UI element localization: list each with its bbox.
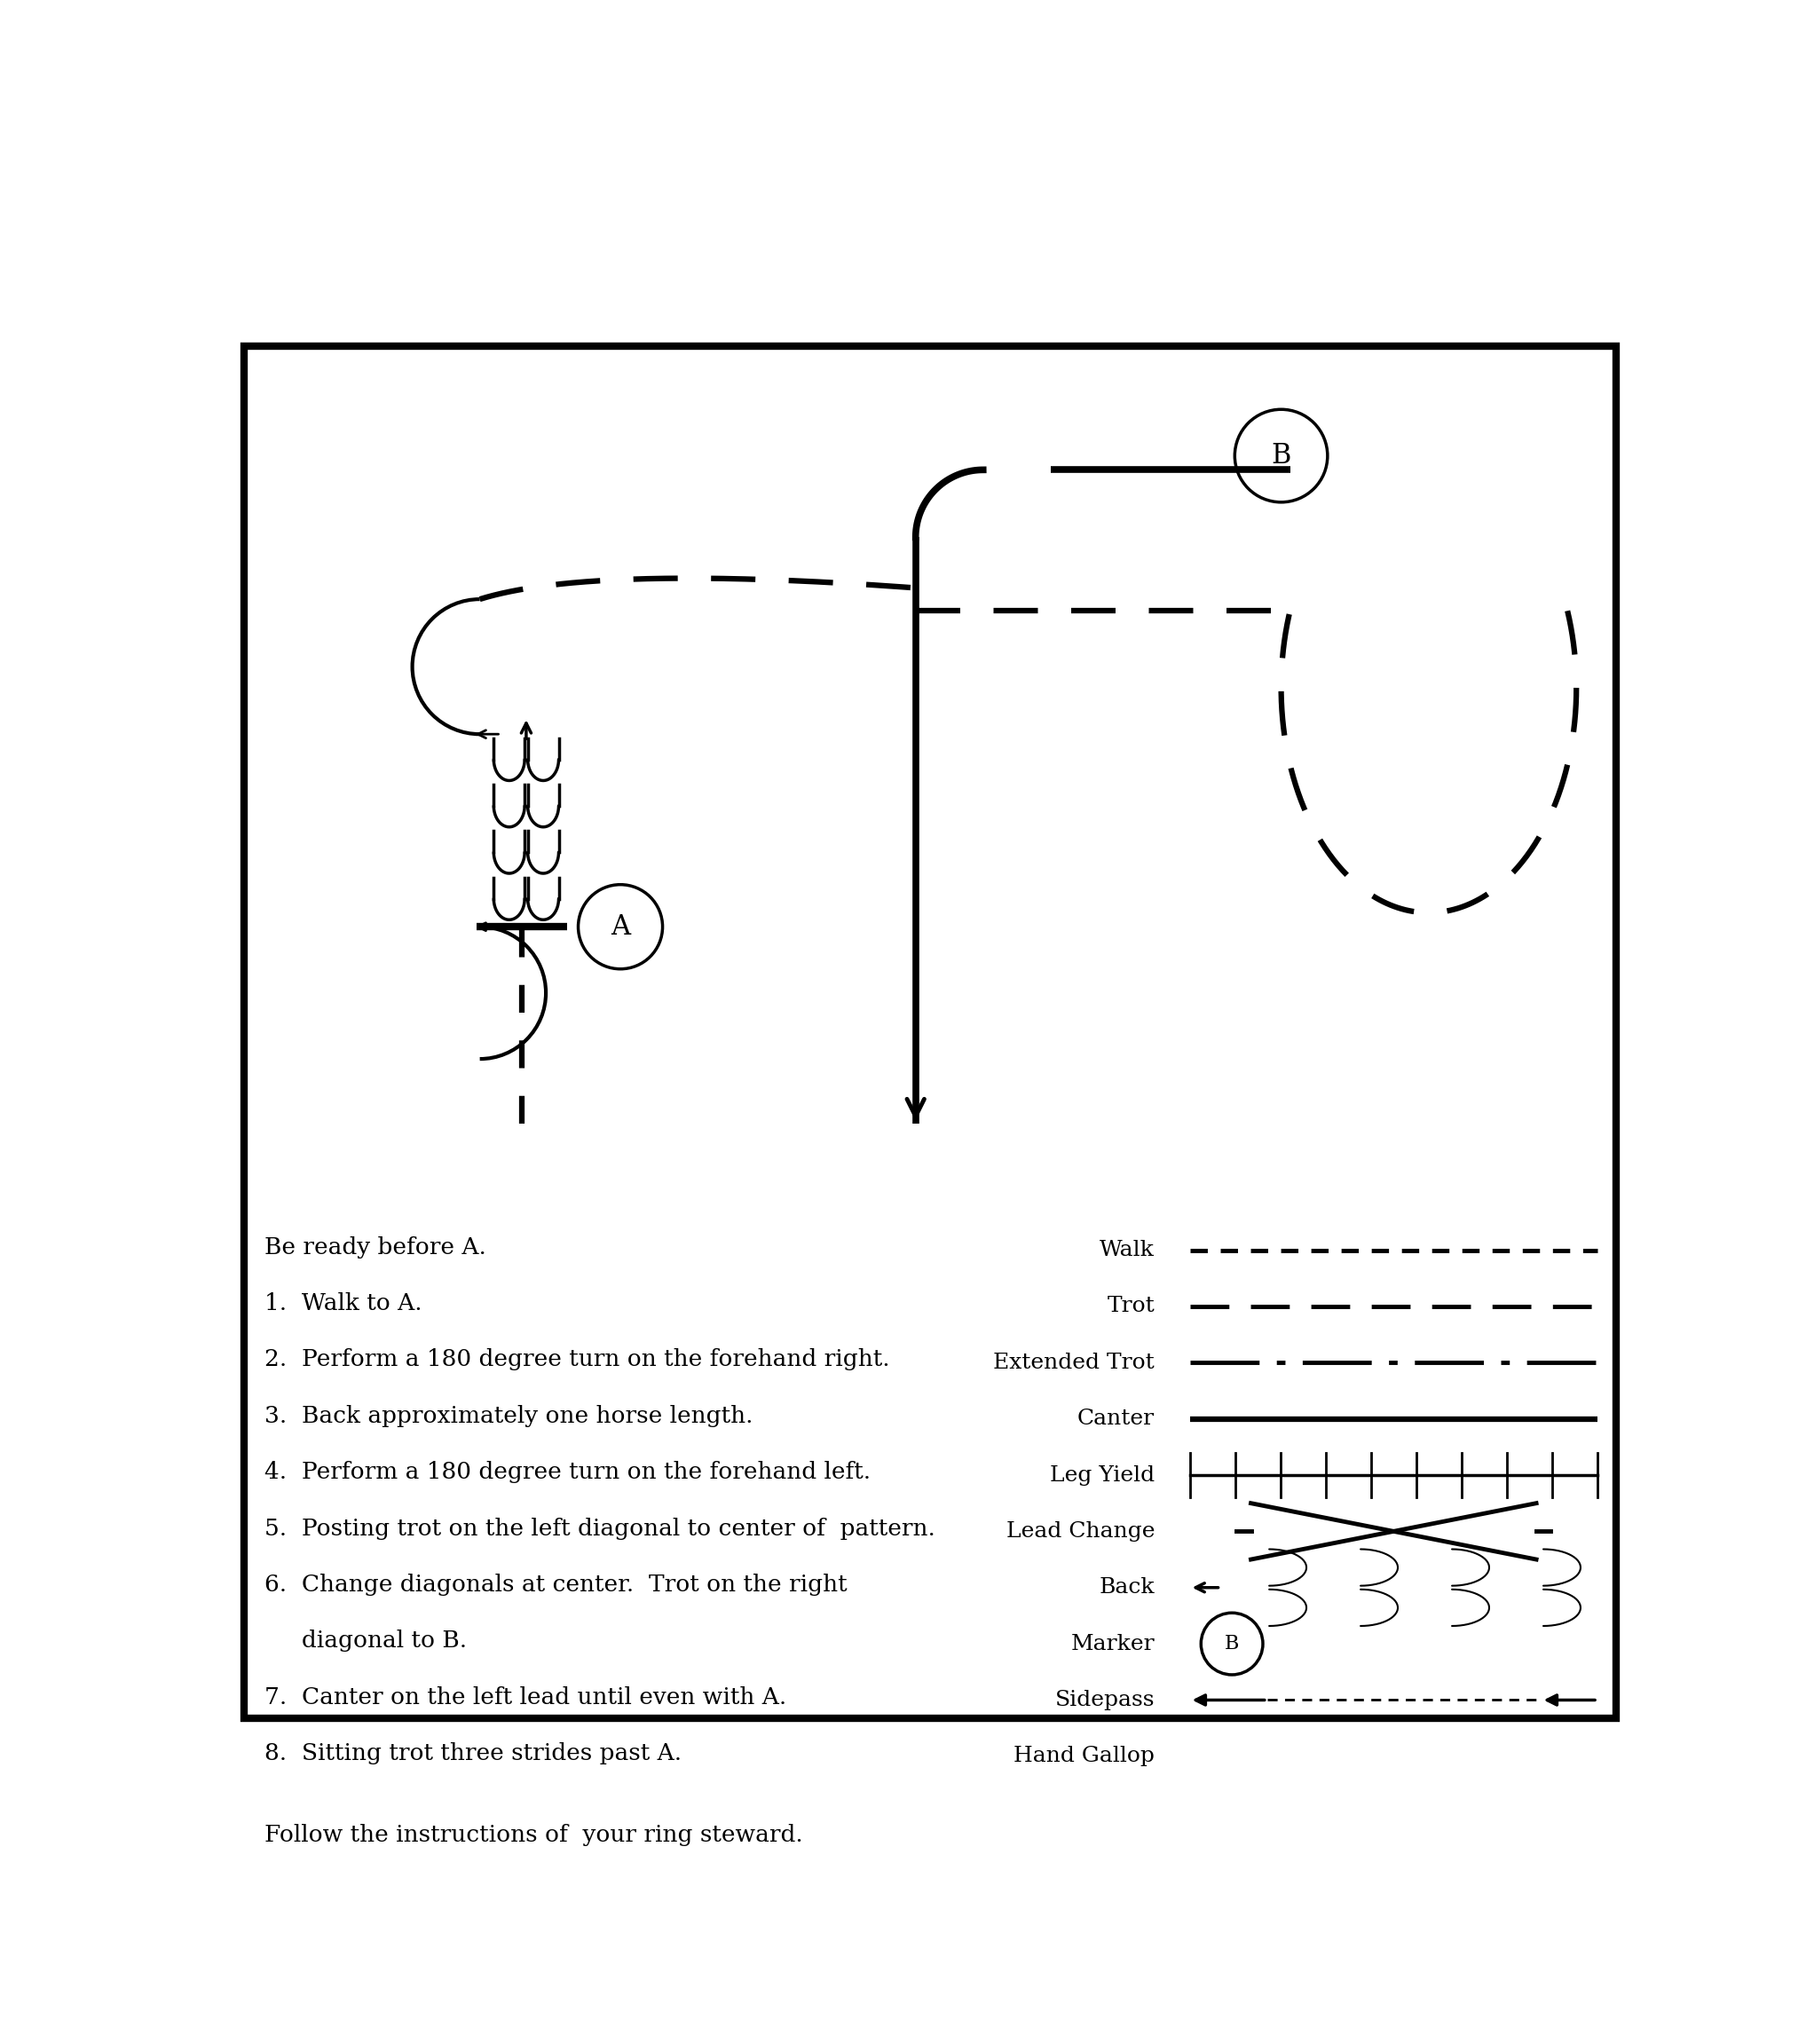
Text: 5.  Posting trot on the left diagonal to center of  pattern.: 5. Posting trot on the left diagonal to … [265, 1517, 936, 1539]
Text: 7.  Canter on the left lead until even with A.: 7. Canter on the left lead until even wi… [265, 1686, 787, 1709]
Text: B: B [1272, 442, 1292, 470]
Text: 6.  Change diagonals at center.  Trot on the right: 6. Change diagonals at center. Trot on t… [265, 1574, 847, 1596]
Text: Walk: Walk [1099, 1241, 1154, 1261]
Text: Back: Back [1099, 1578, 1154, 1598]
Text: Leg Yield: Leg Yield [1050, 1466, 1154, 1486]
Text: Trot: Trot [1107, 1296, 1154, 1316]
Text: 3.  Back approximately one horse length.: 3. Back approximately one horse length. [265, 1404, 753, 1427]
Text: Be ready before A.: Be ready before A. [265, 1237, 486, 1259]
Text: Hand Gallop: Hand Gallop [1014, 1746, 1154, 1766]
Text: Canter: Canter [1078, 1408, 1154, 1429]
Text: 2.  Perform a 180 degree turn on the forehand right.: 2. Perform a 180 degree turn on the fore… [265, 1349, 891, 1372]
Text: Extended Trot: Extended Trot [994, 1353, 1154, 1374]
Text: 8.  Sitting trot three strides past A.: 8. Sitting trot three strides past A. [265, 1741, 682, 1764]
Text: 1.  Walk to A.: 1. Walk to A. [265, 1292, 423, 1314]
Text: Follow the instructions of  your ring steward.: Follow the instructions of your ring ste… [265, 1823, 804, 1846]
Text: 4.  Perform a 180 degree turn on the forehand left.: 4. Perform a 180 degree turn on the fore… [265, 1461, 871, 1484]
Text: Sidepass: Sidepass [1054, 1690, 1154, 1711]
Text: diagonal to B.: diagonal to B. [265, 1629, 468, 1652]
Text: A: A [611, 914, 629, 940]
Text: Marker: Marker [1070, 1633, 1154, 1654]
Text: B: B [1224, 1633, 1239, 1654]
Text: Lead Change: Lead Change [1007, 1521, 1154, 1541]
